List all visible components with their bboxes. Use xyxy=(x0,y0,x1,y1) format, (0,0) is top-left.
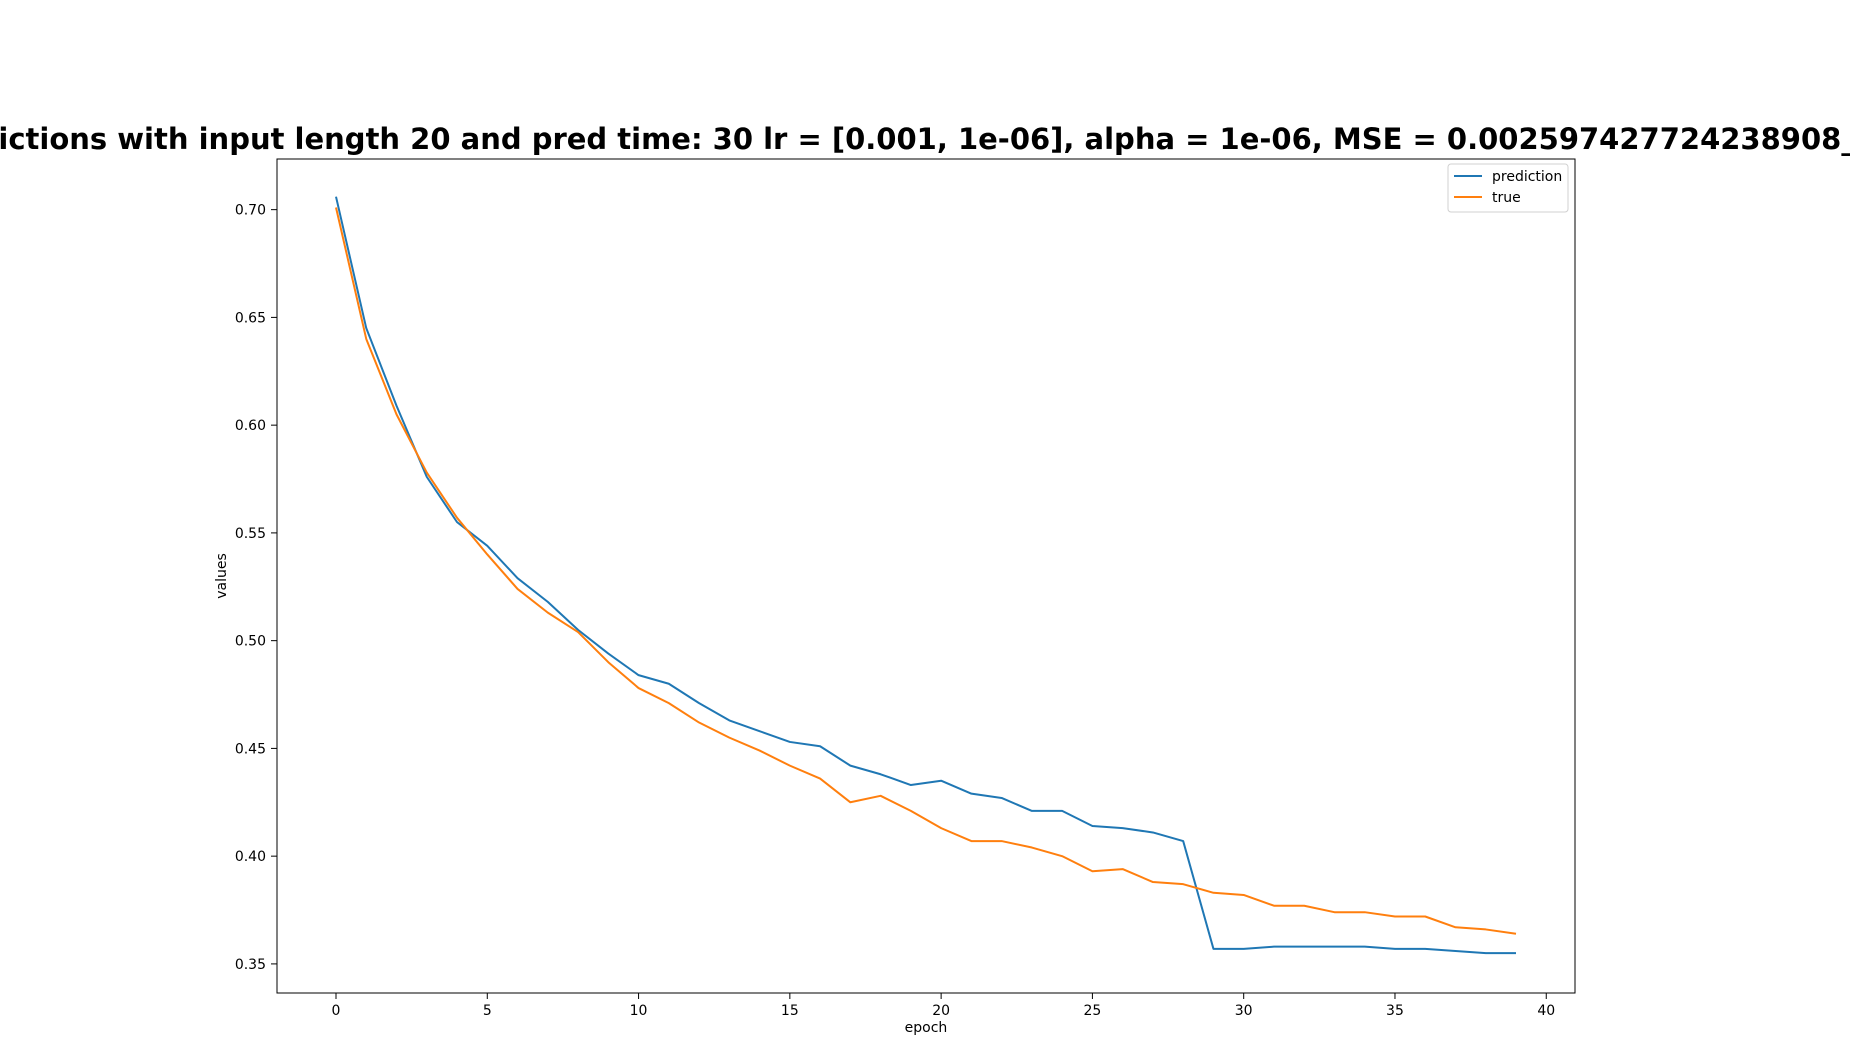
x-tick-label: 10 xyxy=(630,1003,648,1019)
series-line-prediction xyxy=(335,196,1516,955)
y-tick-label: 0.65 xyxy=(235,310,266,326)
x-axis: 0 5 10 15 20 25 30 35 40 xyxy=(332,993,1555,1019)
y-tick-label: 0.70 xyxy=(235,203,266,219)
series-line-true xyxy=(335,207,1517,935)
y-tick-label: 0.50 xyxy=(235,634,266,650)
y-tick-label: 0.60 xyxy=(235,418,266,434)
series-layer xyxy=(335,196,1517,955)
legend: prediction true xyxy=(1447,163,1569,213)
y-axis-label: values xyxy=(214,553,230,599)
x-tick-label: 15 xyxy=(781,1003,799,1019)
y-axis: 0.35 0.40 0.45 0.50 0.55 0.60 0.65 0.70 xyxy=(235,203,277,973)
x-tick-label: 5 xyxy=(483,1003,492,1019)
x-tick-label: 20 xyxy=(932,1003,950,1019)
x-tick-label: 30 xyxy=(1235,1003,1253,1019)
chart-title: Predictions with input length 20 and pre… xyxy=(0,122,1850,156)
x-tick-label: 25 xyxy=(1083,1003,1101,1019)
plot-frame xyxy=(276,158,1576,994)
y-tick-label: 0.40 xyxy=(235,849,266,865)
x-tick-label: 0 xyxy=(332,1003,341,1019)
x-tick-label: 35 xyxy=(1386,1003,1404,1019)
x-axis-label: epoch xyxy=(905,1020,948,1036)
y-tick-label: 0.35 xyxy=(235,957,266,973)
x-tick-label: 40 xyxy=(1537,1003,1555,1019)
legend-label-prediction: prediction xyxy=(1492,169,1562,185)
y-tick-label: 0.45 xyxy=(235,741,266,757)
legend-label-true: true xyxy=(1492,190,1521,206)
y-tick-label: 0.55 xyxy=(235,526,266,542)
